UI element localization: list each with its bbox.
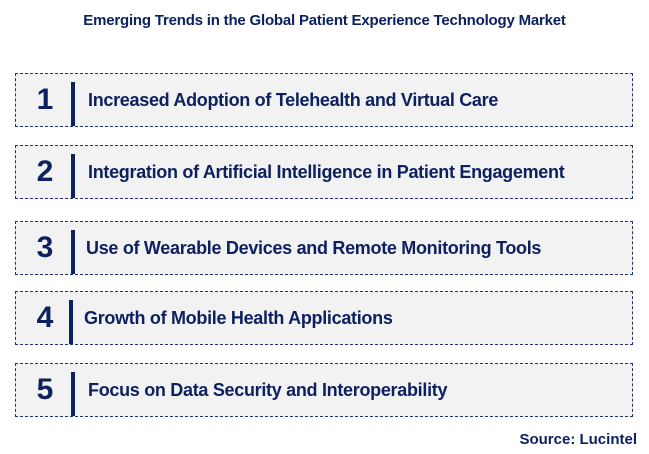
trend-box-4: 4 Growth of Mobile Health Applications	[15, 291, 633, 345]
trend-box-1: 1 Increased Adoption of Telehealth and V…	[15, 73, 633, 127]
trend-label: Integration of Artificial Intelligence i…	[88, 161, 565, 182]
divider-bar	[71, 230, 75, 274]
trend-label: Focus on Data Security and Interoperabil…	[88, 379, 448, 400]
trend-box-3: 3 Use of Wearable Devices and Remote Mon…	[15, 221, 633, 275]
trend-number: 4	[36, 301, 54, 334]
diagram-title: Emerging Trends in the Global Patient Ex…	[83, 12, 566, 29]
trend-label: Growth of Mobile Health Applications	[84, 307, 393, 328]
divider-bar	[69, 300, 73, 344]
trend-label: Use of Wearable Devices and Remote Monit…	[86, 237, 542, 258]
trend-number: 1	[36, 83, 54, 116]
divider-bar	[71, 82, 75, 126]
trend-label: Increased Adoption of Telehealth and Vir…	[88, 89, 499, 110]
divider-bar	[71, 372, 75, 416]
trend-box-2: 2 Integration of Artificial Intelligence…	[15, 145, 633, 199]
trend-box-5: 5 Focus on Data Security and Interoperab…	[15, 363, 633, 417]
trend-number: 2	[36, 155, 54, 188]
source-credit: Source: Lucintel	[519, 431, 637, 448]
trend-number: 5	[36, 373, 54, 406]
divider-bar	[71, 154, 75, 198]
trend-number: 3	[36, 231, 54, 264]
